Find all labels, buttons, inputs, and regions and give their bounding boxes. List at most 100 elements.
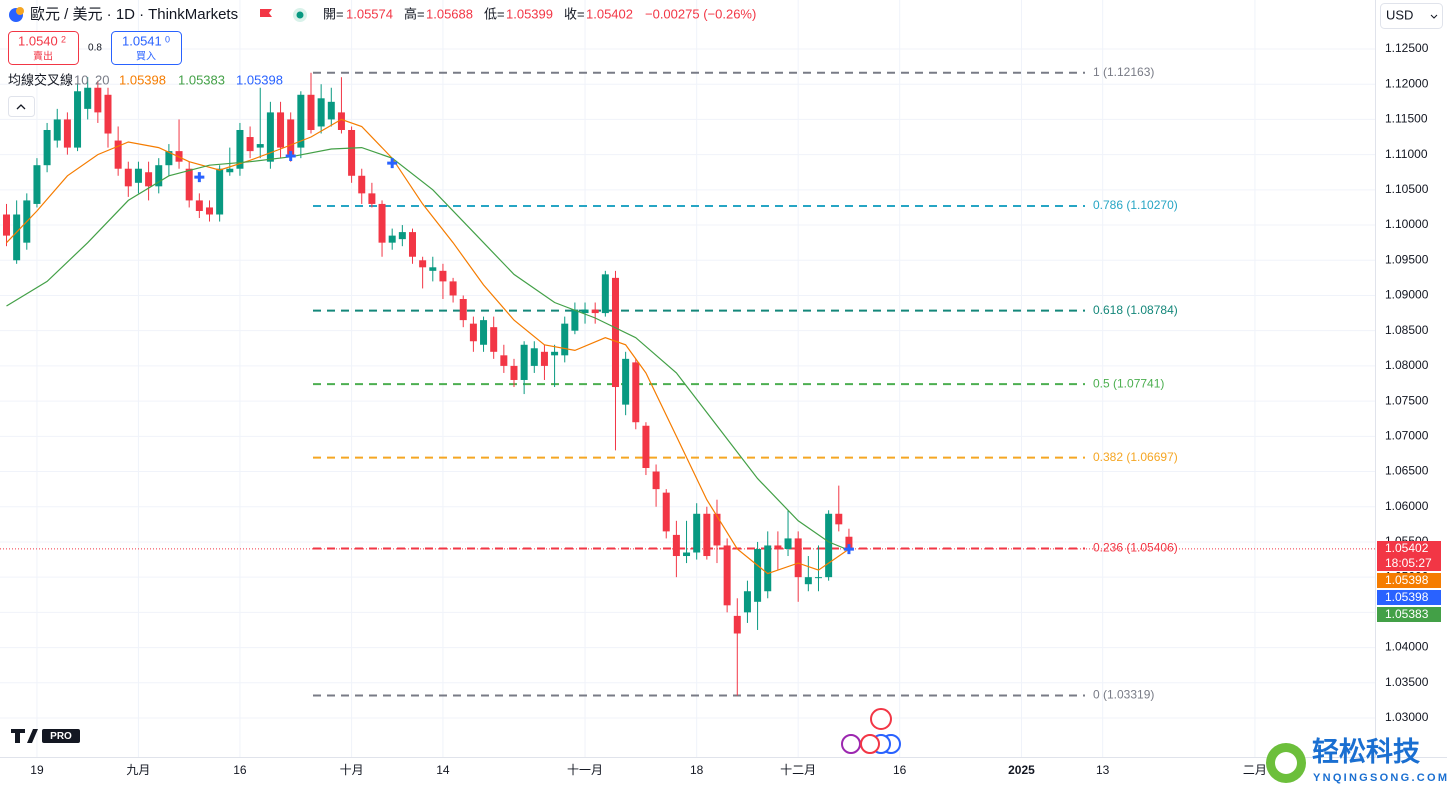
fib-label: 0.618 (1.08784) xyxy=(1093,303,1178,317)
candle-body xyxy=(53,119,61,141)
candle-body xyxy=(490,327,498,352)
candle-body xyxy=(145,172,153,187)
candle-body xyxy=(104,94,112,134)
candle-body xyxy=(561,323,569,356)
candle-body xyxy=(368,193,376,204)
candle-body xyxy=(672,534,680,557)
price-tag-value: 1.05383 xyxy=(1385,607,1429,621)
ohlc-value: 1.05399 xyxy=(506,6,553,21)
y-tick-label: 1.12000 xyxy=(1385,76,1429,90)
candle-body xyxy=(551,351,559,356)
y-tick-label: 1.11500 xyxy=(1385,112,1428,126)
candle-body xyxy=(419,260,427,268)
event-icon[interactable] xyxy=(870,708,892,730)
fib-label: 0.5 (1.07741) xyxy=(1093,376,1164,390)
candle-body xyxy=(205,207,213,215)
candle-body xyxy=(814,577,822,579)
candle-body xyxy=(500,355,508,366)
currency: USD xyxy=(1386,7,1413,22)
fib-label: 0 (1.03319) xyxy=(1093,688,1154,702)
cross-marker xyxy=(194,172,205,183)
sell-button[interactable] xyxy=(8,31,79,65)
candle-body xyxy=(84,87,92,109)
x-tick-label: 九月 xyxy=(126,763,150,777)
candle-body xyxy=(713,513,721,546)
countdown: 18:05:27 xyxy=(1385,556,1432,570)
candle-body xyxy=(611,277,619,388)
grid xyxy=(0,0,1375,757)
candle-body xyxy=(754,548,762,602)
sell-label: 賣出 xyxy=(33,50,53,63)
candle-body xyxy=(723,545,731,606)
candle-body xyxy=(784,538,792,549)
ohlc-label: 收= xyxy=(564,6,585,21)
buy-button[interactable] xyxy=(111,31,182,65)
y-tick-label: 1.07500 xyxy=(1385,393,1429,407)
candle-body xyxy=(835,513,843,525)
candle-body xyxy=(13,214,21,261)
cross-marker xyxy=(285,151,296,162)
y-tick-label: 1.11000 xyxy=(1385,147,1428,161)
currency-button[interactable] xyxy=(1380,3,1443,29)
x-tick-label: 十二月 xyxy=(780,763,816,777)
candle-body xyxy=(683,552,691,557)
x-tick-label: 14 xyxy=(436,763,450,777)
event-icon[interactable] xyxy=(841,734,861,754)
ohlc-value: 1.05402 xyxy=(586,6,633,21)
candle-body xyxy=(804,577,812,585)
event-icon[interactable] xyxy=(860,734,880,754)
cross-marker xyxy=(387,158,398,169)
candle-body xyxy=(439,270,447,282)
candle-body xyxy=(74,91,82,148)
candle-body xyxy=(540,351,548,366)
sell-price-sup: 2 xyxy=(61,34,66,44)
candle-body xyxy=(510,365,518,380)
indicator-name[interactable]: 均線交叉線 xyxy=(8,72,73,87)
cross-marker xyxy=(843,544,854,555)
candle-body xyxy=(195,200,203,211)
symbol-title[interactable]: 歐元 / 美元 · 1D · ThinkMarkets xyxy=(30,6,238,23)
candle-body xyxy=(165,151,173,166)
candle-body xyxy=(530,348,538,366)
y-tick-label: 1.07000 xyxy=(1385,428,1429,442)
candle-body xyxy=(571,309,579,331)
fib-label: 0.382 (1.06697) xyxy=(1093,450,1178,464)
candle-body xyxy=(246,137,254,152)
candle-body xyxy=(94,87,102,113)
x-tick-label: 16 xyxy=(233,763,247,777)
tv-logo xyxy=(11,729,38,743)
fib-label: 1 (1.12163) xyxy=(1093,65,1154,79)
symbol-icon xyxy=(16,7,24,15)
candle-body xyxy=(733,615,741,634)
x-tick-label: 18 xyxy=(690,763,704,777)
indicator-param: 20 xyxy=(95,72,109,87)
x-tick-label: 19 xyxy=(30,763,44,777)
x-tick-label: 十一月 xyxy=(567,763,603,777)
flag-icon[interactable] xyxy=(260,9,272,17)
x-tick-label: 十月 xyxy=(340,763,364,777)
caret-icon xyxy=(1430,14,1438,19)
collapse-button[interactable] xyxy=(8,96,35,117)
indicator-value: 1.05398 xyxy=(119,72,166,87)
candle-body xyxy=(774,545,782,549)
y-tick-label: 1.09000 xyxy=(1385,288,1429,302)
candle-body xyxy=(256,144,264,148)
candle-body xyxy=(327,101,335,120)
plot: 1 (1.12163) 0.786 (1.10270) 0.618 (1.08784… xyxy=(0,65,1375,702)
price-tag-value: 1.05402 xyxy=(1385,541,1429,555)
candle-body xyxy=(632,362,640,423)
ma-line xyxy=(6,118,850,575)
ma-line xyxy=(6,146,850,551)
change: −0.00275 (−0.26%) xyxy=(645,6,756,21)
price-tag xyxy=(1377,590,1441,605)
candle-body xyxy=(337,112,345,130)
indicator-param: 10 xyxy=(74,72,88,87)
status-icon xyxy=(296,11,304,19)
sell-price: 1.0540 xyxy=(18,33,58,48)
spread: 0.8 xyxy=(88,43,102,54)
y-tick-label: 1.06000 xyxy=(1385,499,1429,513)
ohlc-label: 低= xyxy=(484,6,505,21)
candle-body xyxy=(114,140,122,169)
candle-body xyxy=(124,168,132,187)
buy-label: 買入 xyxy=(136,51,156,63)
